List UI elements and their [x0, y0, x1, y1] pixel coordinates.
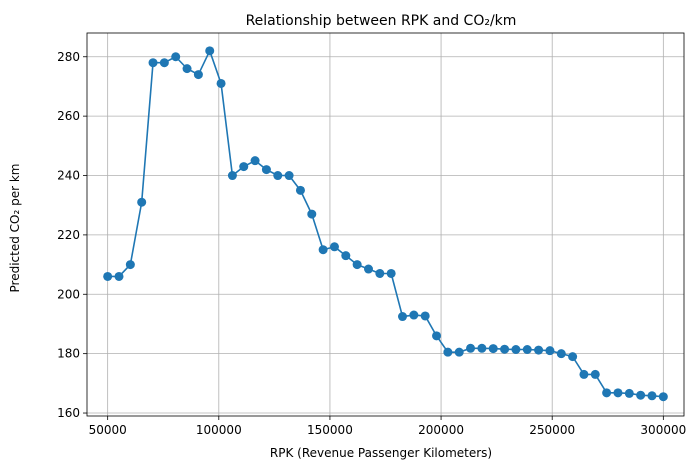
data-point	[545, 346, 555, 356]
data-point	[579, 369, 589, 379]
data-point	[386, 268, 396, 278]
data-point	[261, 165, 271, 175]
data-point	[114, 271, 124, 281]
y-tick-label: 220	[57, 228, 80, 242]
data-point	[556, 349, 566, 359]
data-point	[454, 347, 464, 357]
data-point	[375, 268, 385, 278]
data-point	[125, 260, 135, 270]
chart-title: Relationship between RPK and CO₂/km	[246, 13, 517, 29]
data-point	[103, 271, 113, 281]
data-point	[398, 312, 408, 322]
x-tick-label: 50000	[89, 423, 127, 437]
data-point	[647, 391, 657, 401]
data-point	[568, 352, 578, 362]
y-tick-label: 280	[57, 50, 80, 64]
y-tick-label: 160	[57, 406, 80, 420]
y-tick-label: 180	[57, 347, 80, 361]
plot-frame	[86, 32, 685, 417]
data-point	[137, 197, 147, 207]
data-point	[193, 70, 203, 80]
data-point	[500, 344, 510, 354]
data-point	[534, 345, 544, 355]
series-line	[107, 50, 664, 398]
x-tick-label: 150000	[307, 423, 353, 437]
data-point	[432, 331, 442, 341]
data-point	[590, 369, 600, 379]
data-point	[420, 311, 430, 321]
data-point	[216, 78, 226, 88]
x-tick-label: 250000	[529, 423, 575, 437]
data-point	[443, 347, 453, 357]
grid	[87, 33, 684, 416]
data-point	[273, 171, 283, 181]
data-point	[227, 171, 237, 181]
data-point	[159, 58, 169, 68]
data-point	[522, 344, 532, 354]
y-tick-label: 200	[57, 287, 80, 301]
data-point	[250, 156, 260, 166]
y-axis-label: Predicted CO₂ per km	[8, 164, 22, 293]
y-tick-label: 260	[57, 109, 80, 123]
data-point	[613, 388, 623, 398]
series	[103, 46, 668, 402]
data-point	[284, 171, 294, 181]
data-point	[658, 392, 668, 402]
data-point	[307, 209, 317, 219]
data-point	[488, 344, 498, 354]
data-point	[363, 264, 373, 274]
data-point	[341, 251, 351, 261]
data-point	[239, 162, 249, 172]
data-point	[352, 260, 362, 270]
data-point	[477, 343, 487, 353]
y-tick-label: 240	[57, 169, 80, 183]
axes-frame	[86, 32, 685, 417]
x-tick-label: 300000	[640, 423, 686, 437]
data-point	[171, 52, 181, 62]
data-point	[329, 242, 339, 252]
x-tick-label: 200000	[418, 423, 464, 437]
data-point	[602, 388, 612, 398]
data-point	[409, 310, 419, 320]
data-point	[318, 245, 328, 255]
data-point	[511, 344, 521, 354]
x-axis-label: RPK (Revenue Passenger Kilometers)	[270, 446, 492, 460]
data-point	[182, 64, 192, 74]
data-point	[148, 58, 158, 68]
data-point	[466, 343, 476, 353]
data-point	[636, 390, 646, 400]
data-point	[624, 388, 634, 398]
y-axis: 160 180 200 220 240 260 280	[57, 50, 87, 420]
data-point	[205, 46, 215, 56]
data-point	[295, 185, 305, 195]
x-axis: 50000 100000 150000 200000 250000 300000	[89, 416, 686, 437]
x-tick-label: 100000	[196, 423, 242, 437]
